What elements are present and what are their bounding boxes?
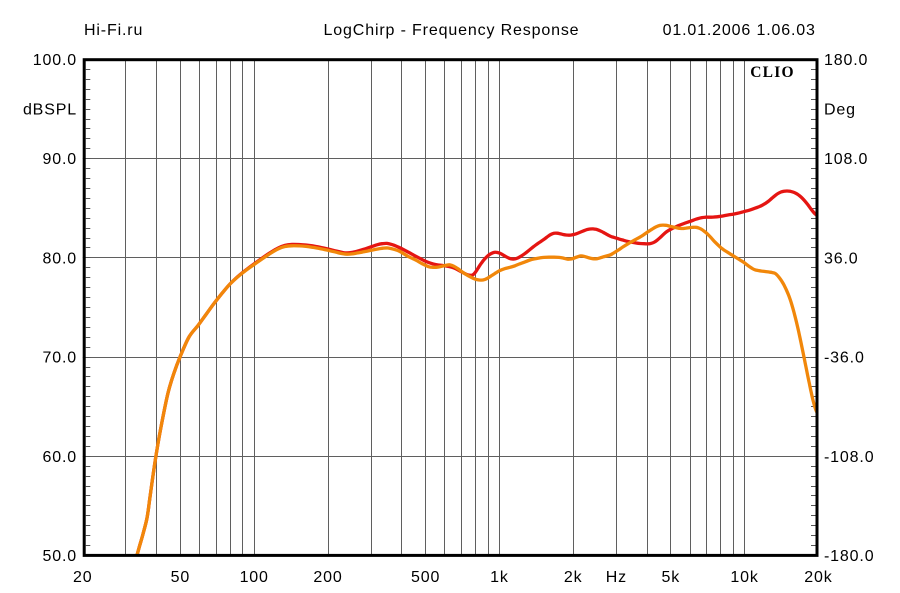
svg-text:dBSPL: dBSPL	[23, 102, 77, 119]
svg-text:36.0: 36.0	[824, 250, 859, 267]
svg-text:Hi-Fi.ru: Hi-Fi.ru	[84, 22, 143, 39]
svg-text:90.0: 90.0	[42, 151, 77, 168]
svg-text:5k: 5k	[661, 569, 680, 586]
svg-text:180.0: 180.0	[824, 52, 868, 69]
svg-text:-36.0: -36.0	[824, 350, 865, 367]
svg-text:108.0: 108.0	[824, 151, 868, 168]
svg-text:Deg: Deg	[824, 102, 856, 119]
svg-text:01.01.2006 1.06.03: 01.01.2006 1.06.03	[663, 22, 816, 39]
svg-text:80.0: 80.0	[42, 250, 77, 267]
svg-text:20: 20	[73, 569, 93, 586]
svg-text:1k: 1k	[490, 569, 509, 586]
svg-text:CLIO: CLIO	[750, 64, 794, 81]
svg-text:100.0: 100.0	[33, 52, 77, 69]
svg-text:-180.0: -180.0	[824, 548, 874, 565]
svg-text:200: 200	[313, 569, 342, 586]
svg-text:20k: 20k	[804, 569, 832, 586]
svg-text:2k: 2k	[564, 569, 583, 586]
svg-text:-108.0: -108.0	[824, 449, 874, 466]
svg-text:50: 50	[171, 569, 191, 586]
svg-text:100: 100	[240, 569, 269, 586]
svg-text:70.0: 70.0	[42, 350, 77, 367]
svg-text:Hz: Hz	[606, 569, 627, 586]
svg-text:500: 500	[411, 569, 440, 586]
svg-text:50.0: 50.0	[42, 548, 77, 565]
svg-text:60.0: 60.0	[42, 449, 77, 466]
svg-text:LogChirp - Frequency Response: LogChirp - Frequency Response	[324, 22, 580, 39]
svg-text:10k: 10k	[730, 569, 758, 586]
